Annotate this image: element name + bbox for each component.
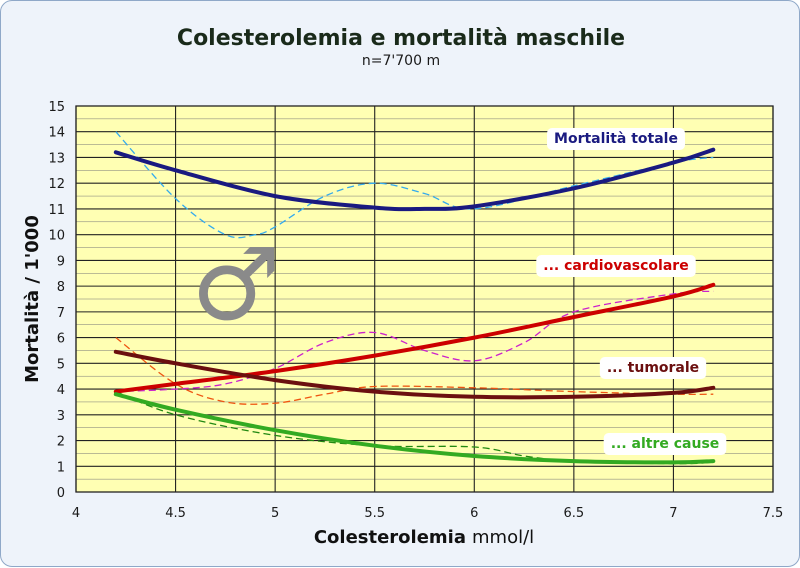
series-labels: Mortalità totale ... cardiovascolare ... t… (536, 128, 727, 455)
chart-subtitle: n=7'700 m (362, 53, 440, 69)
y-tick-label: 3 (57, 409, 65, 424)
trend-line-3 (113, 349, 716, 400)
y-tick-label: 4 (57, 383, 65, 398)
plot-border (75, 105, 774, 493)
x-tick-label: 7 (669, 506, 677, 521)
x-tick-label: 5 (271, 506, 279, 521)
observed-line-3 (115, 337, 714, 405)
x-tick-label: 5.5 (364, 506, 385, 521)
trend-line-1 (113, 147, 716, 212)
y-tick-label: 2 (57, 435, 65, 450)
series-label-text: ... cardiovascolare (543, 258, 688, 274)
y-axis-title: Mortalità / 1'000 (22, 215, 43, 383)
y-tick-label: 5 (57, 357, 65, 372)
x-tick-label: 4.5 (165, 506, 186, 521)
x-tick-label: 6 (470, 506, 478, 521)
y-tick-label: 11 (48, 203, 65, 218)
y-tick-label: 6 (57, 332, 65, 347)
y-tick-label: 8 (57, 280, 65, 295)
series-label-1: Mortalità totale (547, 128, 685, 150)
y-tick-label: 9 (57, 254, 65, 269)
symbol-layer: ♂ (191, 226, 281, 343)
male-symbol: ♂ (191, 226, 281, 343)
y-tick-label: 14 (48, 126, 65, 141)
series-label-3: ... tumorale (599, 357, 707, 379)
observed-lines (115, 131, 714, 465)
x-tick-labels: 4 4.5 5 5.5 6 6.5 7 7.5 (72, 506, 783, 521)
series-label-box (547, 128, 685, 150)
y-tick-label: 7 (57, 306, 65, 321)
series-label-4: ... altre cause (603, 433, 727, 455)
axes (75, 105, 774, 493)
x-tick-label: 4 (72, 506, 80, 521)
y-tick-label: 15 (48, 100, 65, 115)
y-tick-label: 13 (48, 151, 65, 166)
series-label-text: ... tumorale (607, 360, 699, 376)
series-label-box (599, 357, 707, 379)
observed-line-4 (115, 390, 714, 465)
x-axis-label: Colesterolemia (314, 527, 466, 548)
observed-line-1 (115, 131, 714, 239)
x-tick-label: 6.5 (564, 506, 585, 521)
series-label-text: ... altre cause (611, 436, 720, 452)
y-tick-label: 10 (48, 229, 65, 244)
series-label-box (603, 433, 727, 455)
y-tick-label: 12 (48, 177, 65, 192)
x-tick-label: 7.5 (763, 506, 784, 521)
series-label-2: ... cardiovascolare (536, 255, 696, 277)
series-label-text: Mortalità totale (554, 131, 678, 147)
series-label-box (536, 255, 696, 277)
x-axis-title: Colesterolemia mmol/l (314, 527, 534, 548)
trend-lines (113, 147, 716, 465)
y-tick-label: 1 (57, 460, 65, 475)
x-axis-unit: mmol/l (472, 527, 534, 548)
chart-title: Colesterolemia e mortalità maschile (177, 26, 625, 51)
y-tick-label: 0 (57, 486, 65, 501)
trend-line-4 (113, 392, 716, 465)
trend-line-2 (113, 282, 716, 394)
